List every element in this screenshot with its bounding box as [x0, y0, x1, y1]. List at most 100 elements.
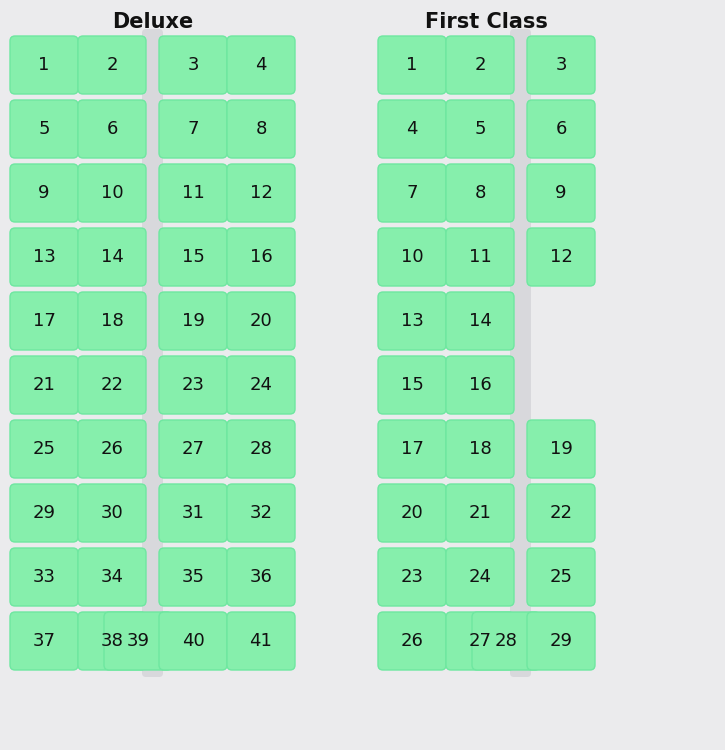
Text: 19: 19: [550, 440, 573, 458]
Text: 18: 18: [101, 312, 123, 330]
Text: 22: 22: [550, 504, 573, 522]
Text: 1: 1: [38, 56, 50, 74]
FancyBboxPatch shape: [78, 612, 146, 670]
FancyBboxPatch shape: [159, 100, 227, 158]
FancyBboxPatch shape: [104, 612, 172, 670]
Text: 3: 3: [555, 56, 567, 74]
FancyBboxPatch shape: [10, 612, 78, 670]
FancyBboxPatch shape: [446, 36, 514, 94]
FancyBboxPatch shape: [446, 228, 514, 286]
Text: First Class: First Class: [425, 12, 548, 32]
FancyBboxPatch shape: [527, 164, 595, 222]
FancyBboxPatch shape: [527, 420, 595, 478]
Text: 20: 20: [249, 312, 273, 330]
Text: 15: 15: [400, 376, 423, 394]
Text: 14: 14: [468, 312, 492, 330]
FancyBboxPatch shape: [10, 164, 78, 222]
Text: Deluxe: Deluxe: [112, 12, 193, 32]
FancyBboxPatch shape: [78, 36, 146, 94]
Text: 4: 4: [406, 120, 418, 138]
FancyBboxPatch shape: [10, 356, 78, 414]
FancyBboxPatch shape: [159, 228, 227, 286]
FancyBboxPatch shape: [446, 548, 514, 606]
FancyBboxPatch shape: [159, 36, 227, 94]
FancyBboxPatch shape: [10, 420, 78, 478]
Text: 10: 10: [101, 184, 123, 202]
Text: 25: 25: [33, 440, 56, 458]
Text: 24: 24: [468, 568, 492, 586]
Text: 6: 6: [107, 120, 117, 138]
Text: 11: 11: [182, 184, 204, 202]
Text: 38: 38: [101, 632, 123, 650]
Text: 21: 21: [33, 376, 55, 394]
FancyBboxPatch shape: [378, 36, 446, 94]
Text: 17: 17: [33, 312, 55, 330]
FancyBboxPatch shape: [378, 228, 446, 286]
Text: 35: 35: [181, 568, 204, 586]
Text: 34: 34: [101, 568, 123, 586]
FancyBboxPatch shape: [227, 420, 295, 478]
FancyBboxPatch shape: [227, 228, 295, 286]
FancyBboxPatch shape: [159, 612, 227, 670]
FancyBboxPatch shape: [446, 164, 514, 222]
Text: 28: 28: [249, 440, 273, 458]
Text: 37: 37: [33, 632, 56, 650]
FancyBboxPatch shape: [510, 29, 531, 677]
Text: 5: 5: [38, 120, 50, 138]
Text: 36: 36: [249, 568, 273, 586]
Text: 27: 27: [181, 440, 204, 458]
FancyBboxPatch shape: [378, 484, 446, 542]
FancyBboxPatch shape: [10, 548, 78, 606]
FancyBboxPatch shape: [378, 612, 446, 670]
FancyBboxPatch shape: [527, 36, 595, 94]
Text: 27: 27: [468, 632, 492, 650]
Text: 9: 9: [38, 184, 50, 202]
FancyBboxPatch shape: [78, 164, 146, 222]
FancyBboxPatch shape: [227, 164, 295, 222]
Text: 9: 9: [555, 184, 567, 202]
Text: 2: 2: [474, 56, 486, 74]
Text: 15: 15: [181, 248, 204, 266]
FancyBboxPatch shape: [527, 612, 595, 670]
FancyBboxPatch shape: [142, 29, 163, 677]
Text: 26: 26: [101, 440, 123, 458]
Text: 5: 5: [474, 120, 486, 138]
FancyBboxPatch shape: [527, 228, 595, 286]
FancyBboxPatch shape: [378, 164, 446, 222]
Text: 2: 2: [107, 56, 117, 74]
FancyBboxPatch shape: [10, 292, 78, 350]
Text: 1: 1: [406, 56, 418, 74]
Text: 12: 12: [249, 184, 273, 202]
FancyBboxPatch shape: [159, 548, 227, 606]
Text: 3: 3: [187, 56, 199, 74]
Text: 13: 13: [400, 312, 423, 330]
Text: 12: 12: [550, 248, 573, 266]
Text: 26: 26: [400, 632, 423, 650]
Text: 18: 18: [468, 440, 492, 458]
Text: 40: 40: [182, 632, 204, 650]
FancyBboxPatch shape: [159, 164, 227, 222]
Text: 8: 8: [255, 120, 267, 138]
FancyBboxPatch shape: [527, 100, 595, 158]
FancyBboxPatch shape: [446, 612, 514, 670]
FancyBboxPatch shape: [227, 292, 295, 350]
FancyBboxPatch shape: [446, 356, 514, 414]
Text: 29: 29: [550, 632, 573, 650]
FancyBboxPatch shape: [527, 548, 595, 606]
FancyBboxPatch shape: [472, 612, 540, 670]
Text: 30: 30: [101, 504, 123, 522]
Text: 29: 29: [33, 504, 56, 522]
FancyBboxPatch shape: [378, 292, 446, 350]
Text: 33: 33: [33, 568, 56, 586]
FancyBboxPatch shape: [10, 228, 78, 286]
FancyBboxPatch shape: [78, 548, 146, 606]
FancyBboxPatch shape: [78, 356, 146, 414]
Text: 16: 16: [249, 248, 273, 266]
FancyBboxPatch shape: [378, 356, 446, 414]
FancyBboxPatch shape: [78, 484, 146, 542]
FancyBboxPatch shape: [10, 100, 78, 158]
Text: 17: 17: [400, 440, 423, 458]
Text: 32: 32: [249, 504, 273, 522]
Text: 19: 19: [181, 312, 204, 330]
FancyBboxPatch shape: [159, 420, 227, 478]
